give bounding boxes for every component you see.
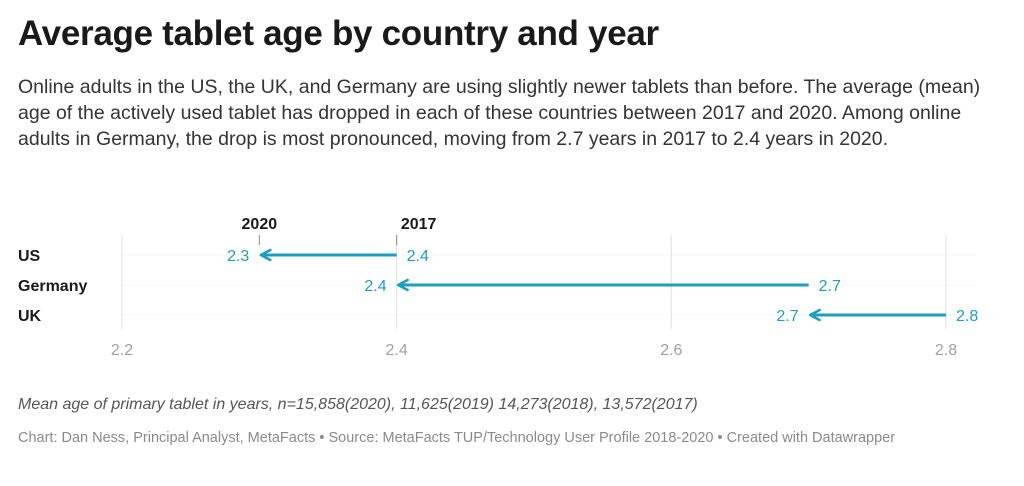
- series-label-2017: 2017: [401, 216, 437, 233]
- data-label-2017: 2.7: [819, 278, 841, 295]
- series-label-2020: 2020: [242, 216, 278, 233]
- chart-byline: Chart: Dan Ness, Principal Analyst, Meta…: [18, 430, 896, 446]
- data-label-2017: 2.4: [407, 248, 429, 265]
- chart-title: Average tablet age by country and year: [18, 14, 659, 53]
- data-label-2017: 2.8: [956, 308, 978, 325]
- data-label-2020: 2.4: [364, 278, 386, 295]
- data-label-2020: 2.3: [227, 248, 249, 265]
- category-label: US: [18, 248, 41, 265]
- x-tick-label: 2.6: [660, 342, 682, 359]
- category-label: UK: [18, 308, 42, 325]
- arrow-chart: 2.2 2.4 2.6 2.8 US Germany UK 2020 2017 2.3 2.4 2.4…: [18, 216, 978, 359]
- chart-notes: Mean age of primary tablet in years, n=1…: [18, 396, 698, 413]
- data-label-2020: 2.7: [776, 308, 798, 325]
- x-tick-label: 2.8: [935, 342, 957, 359]
- x-tick-label: 2.2: [111, 342, 133, 359]
- x-tick-label: 2.4: [386, 342, 408, 359]
- category-label: Germany: [18, 278, 87, 295]
- chart-subtitle: Online adults in the US, the UK, and Ger…: [18, 76, 981, 150]
